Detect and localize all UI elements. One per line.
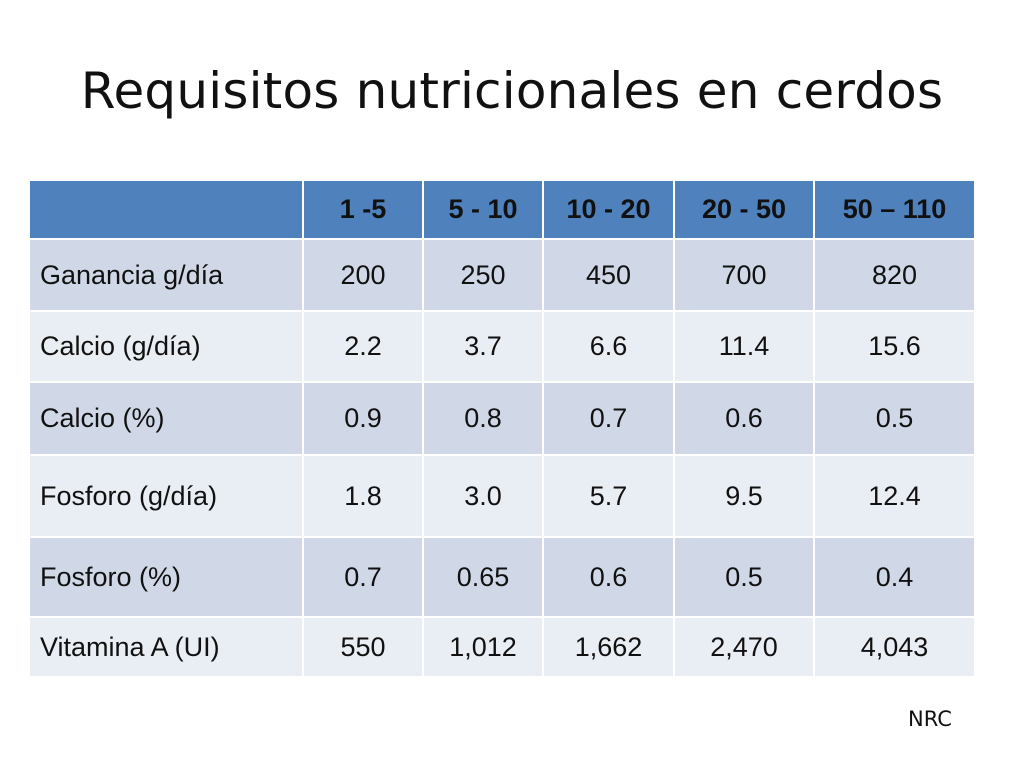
table-cell: 0.4 (813, 536, 976, 618)
table-cell: 0.7 (542, 381, 675, 456)
table-cell: 15.6 (813, 310, 976, 383)
table-row: Calcio (%) 0.9 0.8 0.7 0.6 0.5 (28, 381, 976, 456)
row-label: Calcio (%) (28, 381, 304, 456)
row-label: Ganancia g/día (28, 238, 304, 312)
header-cell-empty (28, 179, 304, 240)
table-row: Fosforo (%) 0.7 0.65 0.6 0.5 0.4 (28, 536, 976, 618)
table-row: Calcio (g/día) 2.2 3.7 6.6 11.4 15.6 (28, 310, 976, 383)
table-row: Fosforo (g/día) 1.8 3.0 5.7 9.5 12.4 (28, 454, 976, 538)
table-cell: 450 (542, 238, 675, 312)
slide-title: Requisitos nutricionales en cerdos (80, 62, 944, 120)
table-cell: 1,662 (542, 616, 675, 678)
table-row: Vitamina A (UI) 550 1,012 1,662 2,470 4,… (28, 616, 976, 678)
table-cell: 0.7 (302, 536, 424, 618)
table-cell: 0.6 (542, 536, 675, 618)
table-cell: 4,043 (813, 616, 976, 678)
table-cell: 2,470 (673, 616, 815, 678)
source-note: NRC (908, 707, 952, 731)
table-row: Ganancia g/día 200 250 450 700 820 (28, 238, 976, 312)
table-cell: 820 (813, 238, 976, 312)
row-label: Calcio (g/día) (28, 310, 304, 383)
table-cell: 200 (302, 238, 424, 312)
table-cell: 0.5 (673, 536, 815, 618)
table-cell: 5.7 (542, 454, 675, 538)
table-cell: 3.7 (422, 310, 544, 383)
header-cell: 1 -5 (302, 179, 424, 240)
table-header-row: 1 -5 5 - 10 10 - 20 20 - 50 50 – 110 (28, 179, 976, 240)
row-label: Fosforo (%) (28, 536, 304, 618)
table-cell: 1,012 (422, 616, 544, 678)
header-cell: 10 - 20 (542, 179, 675, 240)
table-cell: 9.5 (673, 454, 815, 538)
table-cell: 6.6 (542, 310, 675, 383)
table-cell: 2.2 (302, 310, 424, 383)
table-cell: 250 (422, 238, 544, 312)
table-cell: 0.9 (302, 381, 424, 456)
row-label: Fosforo (g/día) (28, 454, 304, 538)
table-cell: 3.0 (422, 454, 544, 538)
row-label: Vitamina A (UI) (28, 616, 304, 678)
table-cell: 12.4 (813, 454, 976, 538)
table-cell: 11.4 (673, 310, 815, 383)
table-cell: 700 (673, 238, 815, 312)
table-cell: 0.65 (422, 536, 544, 618)
header-cell: 50 – 110 (813, 179, 976, 240)
header-cell: 5 - 10 (422, 179, 544, 240)
table-cell: 550 (302, 616, 424, 678)
table-cell: 1.8 (302, 454, 424, 538)
table-cell: 0.8 (422, 381, 544, 456)
table-cell: 0.6 (673, 381, 815, 456)
table-cell: 0.5 (813, 381, 976, 456)
nutrition-table: 1 -5 5 - 10 10 - 20 20 - 50 50 – 110 Gan… (28, 179, 976, 678)
header-cell: 20 - 50 (673, 179, 815, 240)
